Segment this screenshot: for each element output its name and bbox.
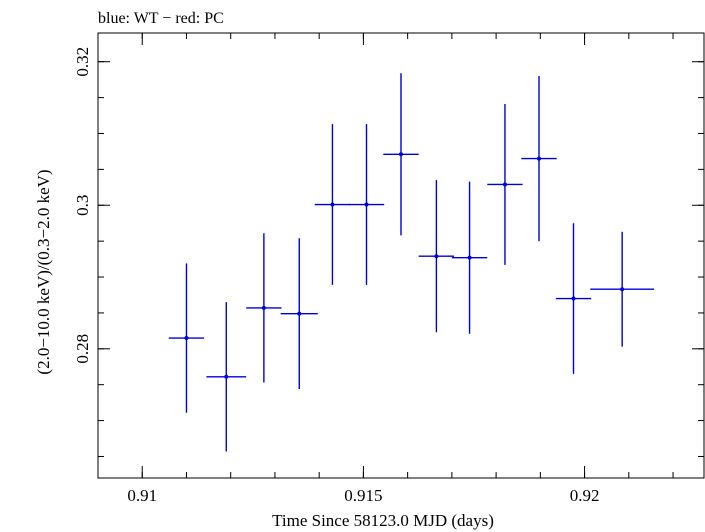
data-point <box>261 305 266 310</box>
data-point <box>434 254 439 259</box>
data-point <box>224 374 229 379</box>
plot-frame <box>97 32 705 479</box>
x-axis-label: Time Since 58123.0 MJD (days) <box>272 511 494 530</box>
y-tick-label: 0.32 <box>73 47 92 77</box>
data-point <box>297 311 302 316</box>
y-tick-label: 0.3 <box>73 195 92 216</box>
y-axis-label: (2.0−10.0 keV)/(0.3−2.0 keV) <box>34 169 53 374</box>
x-tick-label: 0.915 <box>344 486 382 505</box>
series-wt <box>168 73 655 452</box>
data-point <box>620 287 625 292</box>
chart-title: blue: WT − red: PC <box>98 10 224 27</box>
axis-ticks: 0.91 0.915 0.92 0.28 0.3 0.32 <box>73 33 704 505</box>
data-point <box>330 202 335 207</box>
data-series <box>168 73 655 452</box>
data-point <box>184 336 189 341</box>
data-point <box>399 152 403 157</box>
data-point <box>537 156 542 161</box>
y-tick-label: 0.28 <box>73 334 92 364</box>
data-point <box>364 202 369 207</box>
data-point <box>467 255 472 260</box>
x-tick-label: 0.92 <box>570 486 600 505</box>
data-point <box>502 182 507 187</box>
x-tick-label: 0.91 <box>127 486 157 505</box>
data-point <box>571 296 576 301</box>
